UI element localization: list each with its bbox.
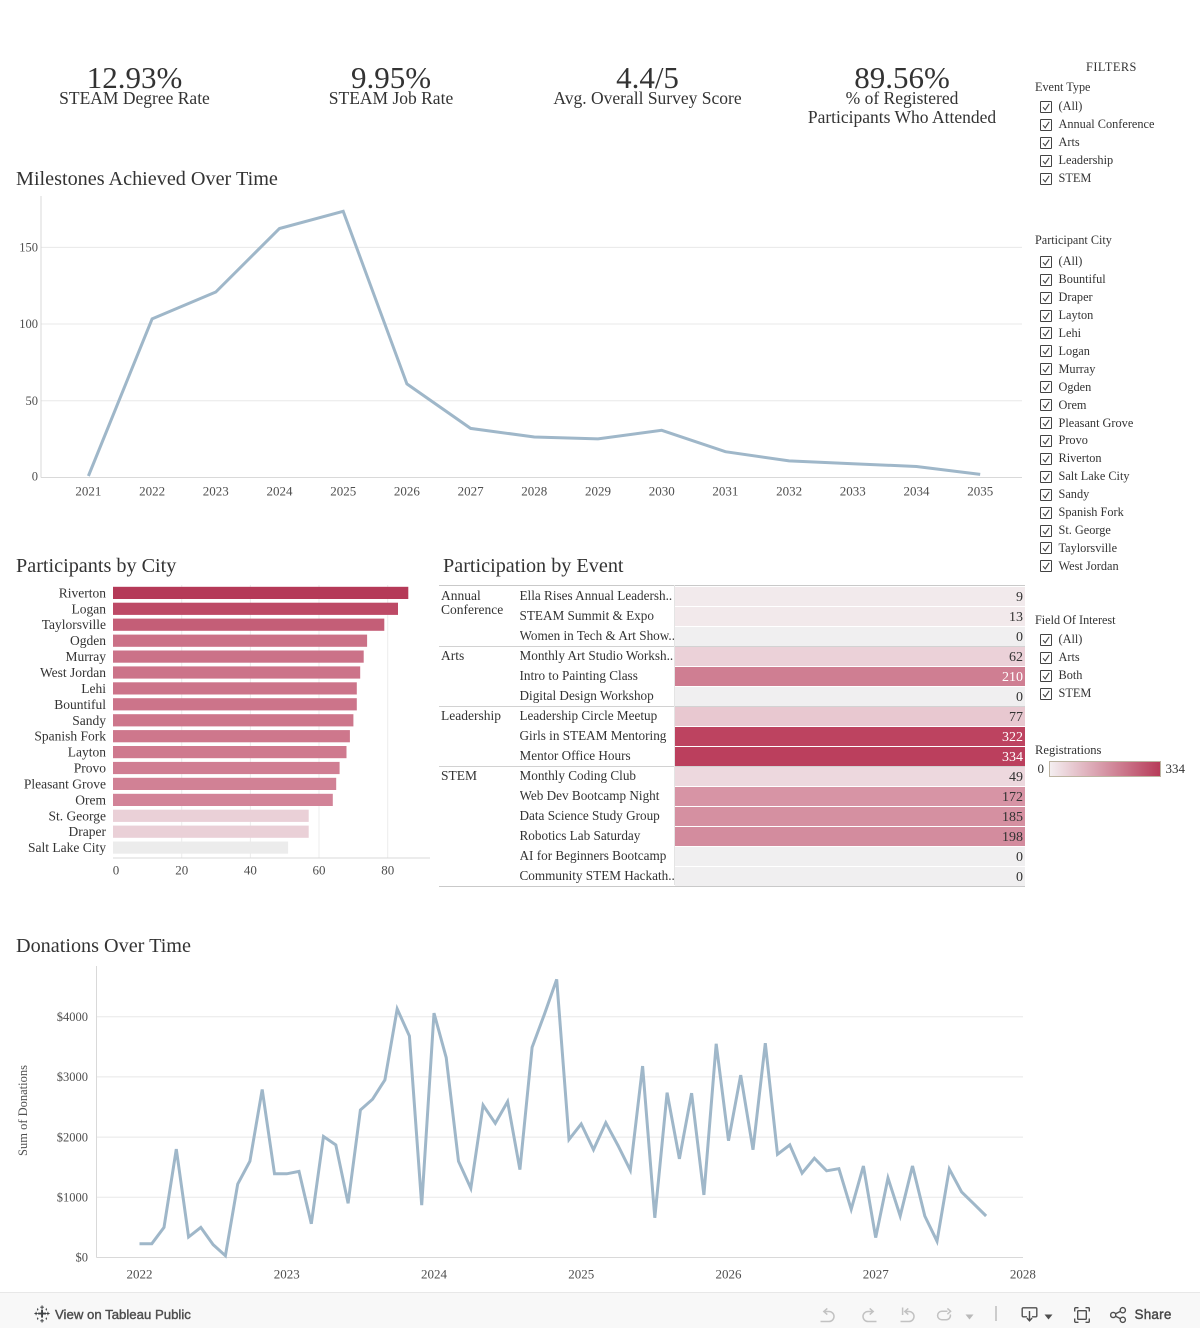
svg-text:2023: 2023 [203,484,229,499]
svg-text:2027: 2027 [863,1267,890,1282]
svg-text:40: 40 [244,863,257,878]
svg-text:80: 80 [381,863,394,878]
svg-text:2035: 2035 [967,484,993,499]
svg-text:2029: 2029 [585,484,611,499]
svg-text:St. George: St. George [49,808,107,823]
svg-text:Pleasant Grove: Pleasant Grove [24,776,106,791]
svg-text:Lehi: Lehi [81,681,106,696]
svg-text:2024: 2024 [421,1267,448,1282]
svg-text:Riverton: Riverton [59,585,106,600]
svg-text:$3000: $3000 [57,1070,88,1084]
svg-text:Draper: Draper [69,824,107,839]
svg-text:2025: 2025 [568,1267,594,1282]
svg-text:2026: 2026 [716,1267,743,1282]
svg-text:2026: 2026 [394,484,421,499]
svg-text:150: 150 [19,241,38,255]
svg-text:Taylorsville: Taylorsville [42,617,106,632]
svg-text:Spanish Fork: Spanish Fork [34,729,106,744]
svg-text:2032: 2032 [776,484,802,499]
svg-text:2027: 2027 [458,484,485,499]
svg-text:2022: 2022 [139,484,165,499]
svg-text:2024: 2024 [267,484,294,499]
svg-text:2028: 2028 [1010,1267,1036,1282]
svg-text:$1000: $1000 [57,1191,88,1205]
svg-text:2033: 2033 [840,484,866,499]
svg-text:Bountiful: Bountiful [54,697,106,712]
svg-text:Murray: Murray [66,649,107,664]
svg-text:2034: 2034 [904,484,931,499]
svg-text:60: 60 [313,863,326,878]
svg-text:Logan: Logan [72,601,107,616]
svg-text:100: 100 [19,317,38,331]
svg-text:Provo: Provo [74,761,107,776]
svg-text:West Jordan: West Jordan [40,665,106,680]
svg-text:Salt Lake City: Salt Lake City [28,840,106,855]
svg-text:$0: $0 [76,1251,89,1265]
svg-text:20: 20 [175,863,188,878]
svg-text:2028: 2028 [521,484,547,499]
svg-text:$4000: $4000 [57,1010,88,1024]
svg-text:Sum of Donations: Sum of Donations [16,1065,30,1156]
svg-text:Orem: Orem [75,792,106,807]
svg-text:$2000: $2000 [57,1130,88,1144]
svg-text:2021: 2021 [75,484,101,499]
svg-text:Sandy: Sandy [72,713,106,728]
svg-text:Ogden: Ogden [70,633,106,648]
svg-text:2025: 2025 [330,484,356,499]
svg-text:2022: 2022 [127,1267,153,1282]
svg-text:0: 0 [113,863,120,878]
svg-text:Layton: Layton [68,745,106,760]
svg-text:2030: 2030 [649,484,675,499]
svg-text:2031: 2031 [712,484,738,499]
svg-text:50: 50 [26,394,39,408]
svg-text:0: 0 [32,469,38,483]
svg-text:2023: 2023 [274,1267,300,1282]
